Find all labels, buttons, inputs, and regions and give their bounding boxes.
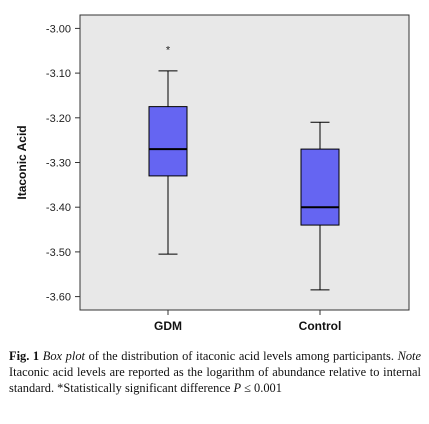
box-plot-chart: -3.00 -3.10 -3.20 -3.30 -3.40 -3.50 -3.60 GDM C… (15, 14, 410, 333)
caption-italic-note: Note (397, 349, 421, 363)
y-tick-label: -3.00 (46, 23, 71, 35)
x-tick-label: Control (299, 319, 342, 333)
box-series: * (148, 45, 340, 291)
caption-text-3: ≤ 0.001 (241, 381, 282, 395)
significance-marker: * (166, 45, 171, 57)
caption-text-2: Itaconic acid levels are reported as the… (9, 365, 421, 395)
y-tick-label: -3.20 (46, 113, 71, 125)
caption-italic-boxplot: Box plot (42, 349, 85, 363)
caption-italic-p: P (233, 381, 242, 395)
y-axis: -3.00 -3.10 -3.20 -3.30 -3.40 -3.50 -3.60 (46, 23, 80, 304)
y-tick-label: -3.10 (46, 68, 71, 80)
x-axis: GDM Control (154, 310, 341, 333)
figure-caption: Fig. 1 Box plot of the distribution of i… (9, 348, 421, 396)
y-tick-label: -3.50 (46, 247, 71, 259)
caption-label: Fig. 1 (9, 349, 40, 363)
y-tick-label: -3.60 (46, 292, 71, 304)
box (148, 106, 188, 177)
caption-text-1: of the distribution of itaconic acid lev… (84, 349, 398, 363)
y-axis-title: Itaconic Acid (15, 125, 29, 199)
box (300, 148, 340, 226)
x-tick-label: GDM (154, 319, 182, 333)
box-plot-figure: -3.00 -3.10 -3.20 -3.30 -3.40 -3.50 -3.60 GDM C… (15, 14, 410, 333)
y-tick-label: -3.40 (46, 202, 71, 214)
y-tick-label: -3.30 (46, 158, 71, 170)
plot-area (79, 14, 410, 311)
